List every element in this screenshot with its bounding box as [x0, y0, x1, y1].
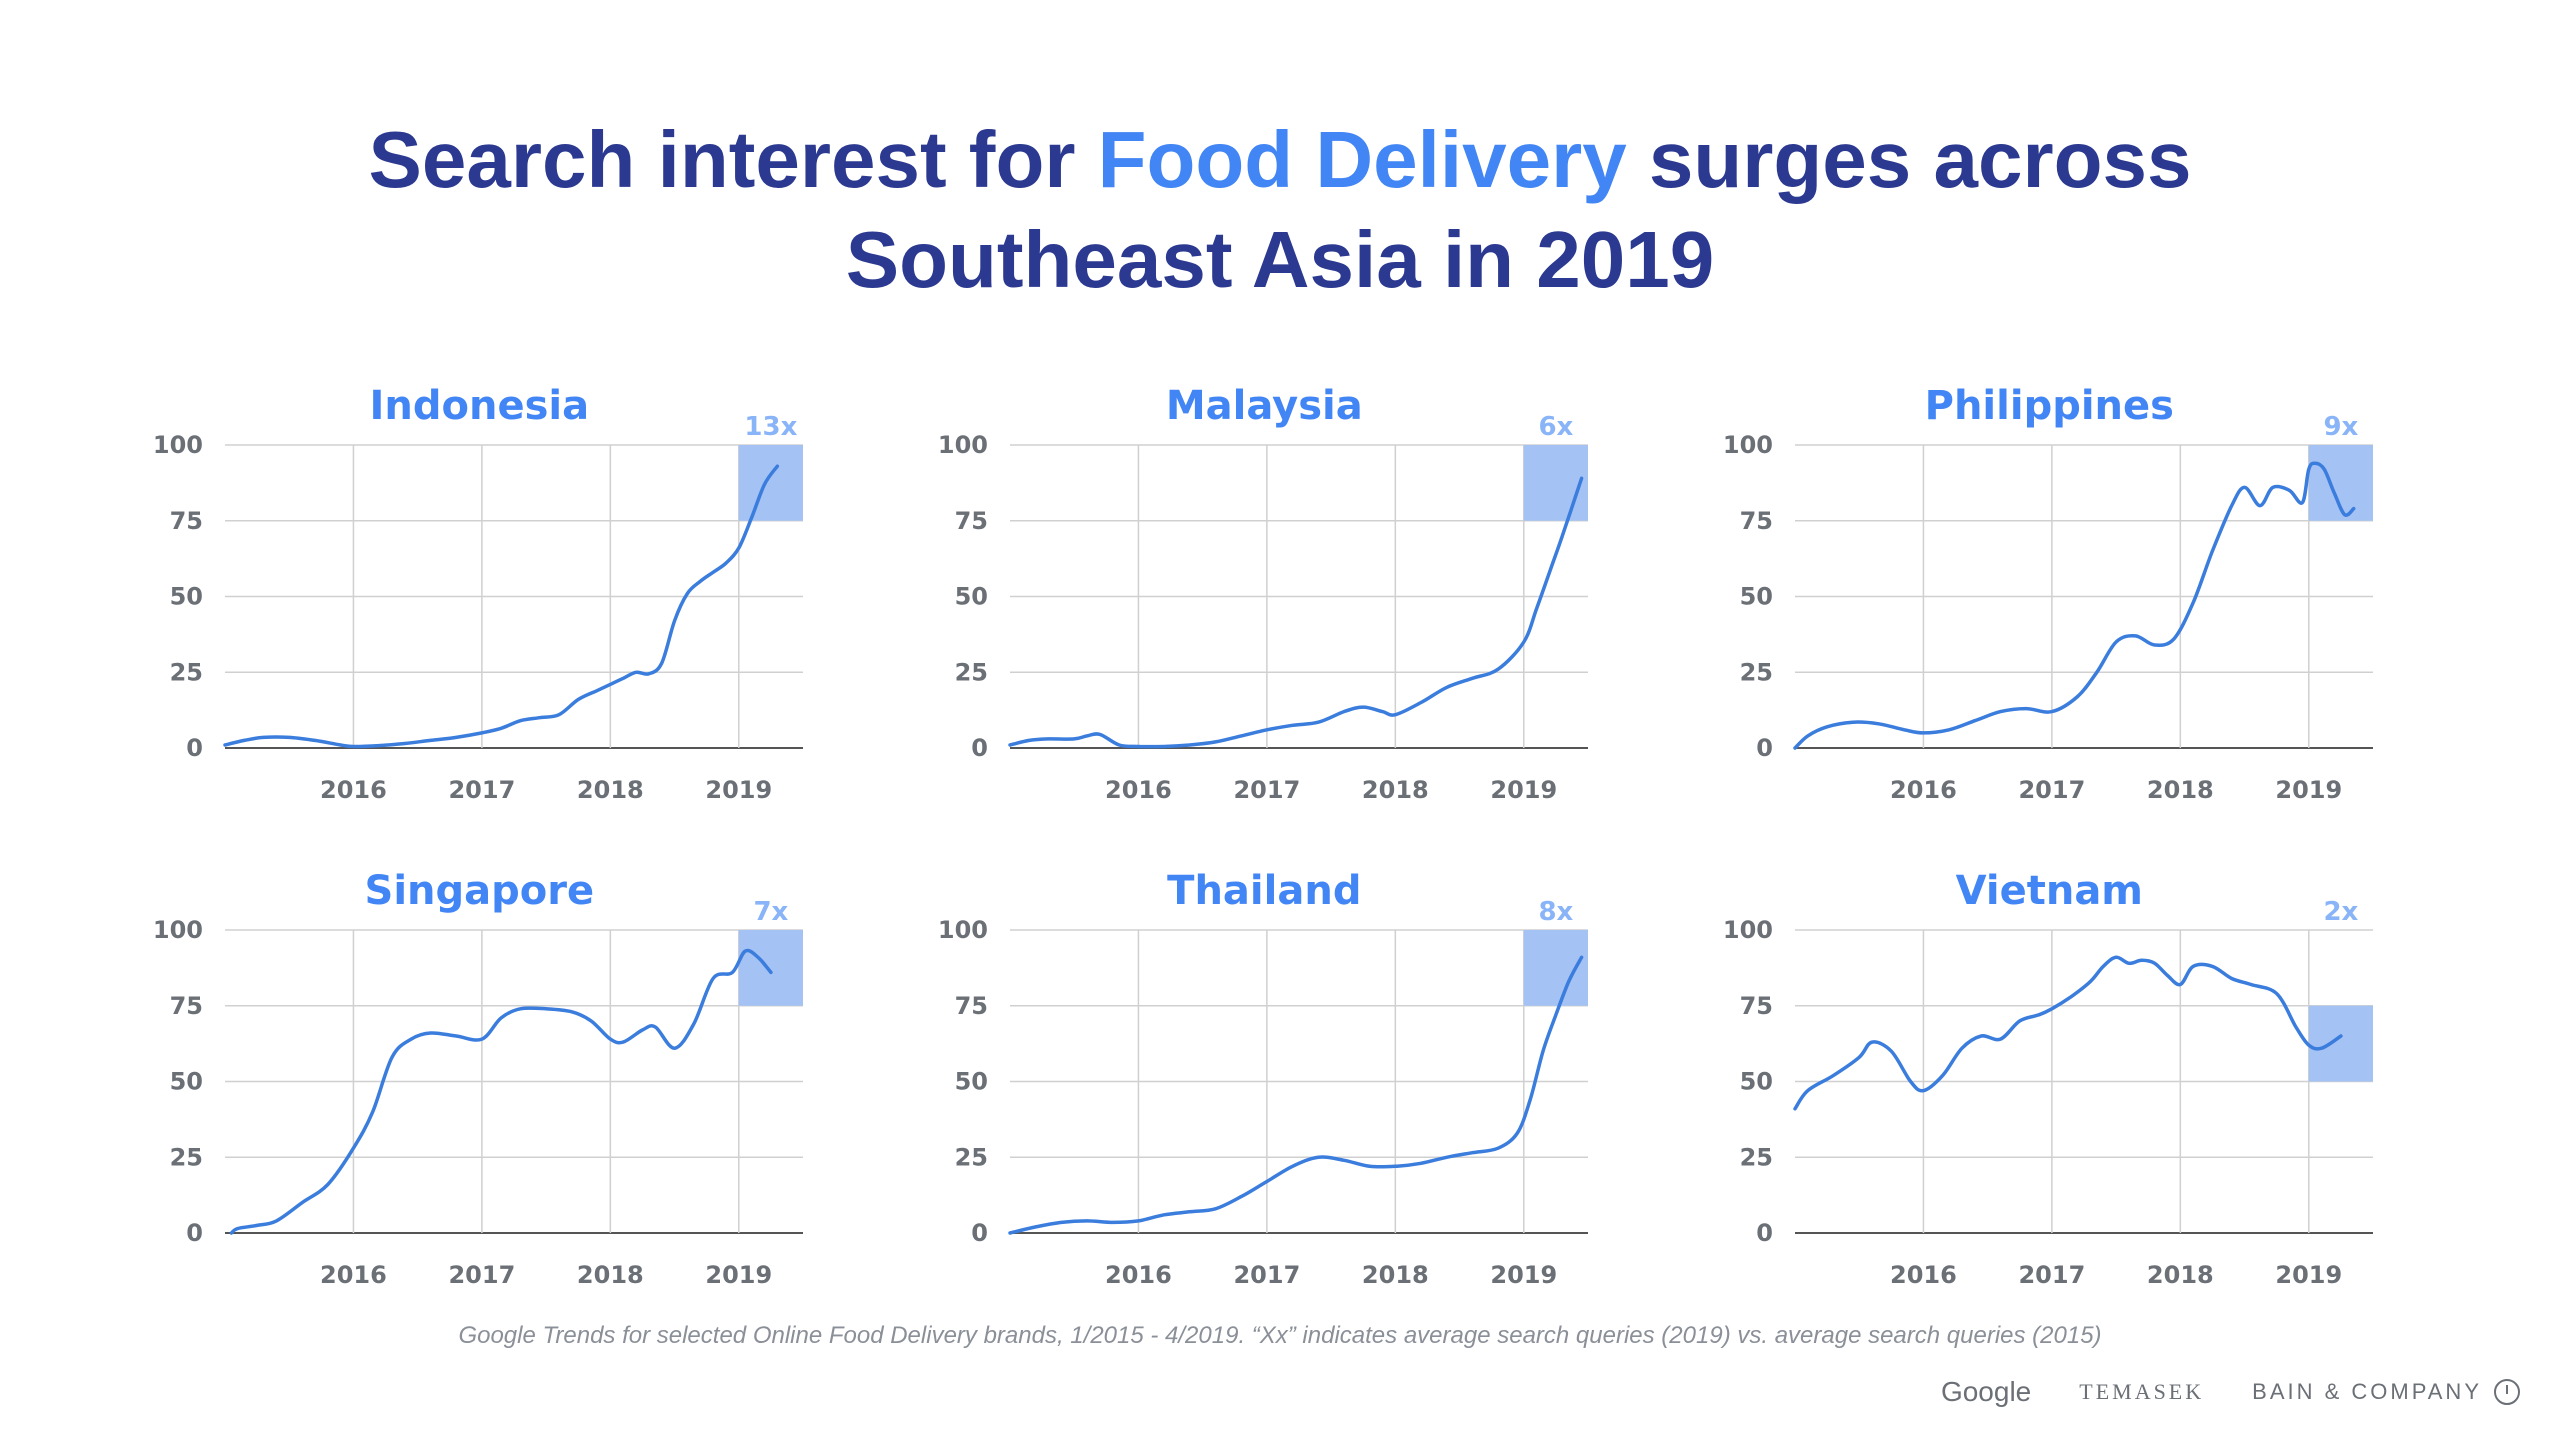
y-tick-label: 0: [1756, 734, 1773, 762]
headline-part-1: Search interest for: [368, 115, 1098, 204]
chart-indonesia: 0 25 50 75 100 2016 2017 2018 2019 Indonesia 13x: [153, 383, 803, 804]
x-tick-label: 2017: [2018, 1261, 2085, 1289]
y-tick-label: 0: [971, 1219, 988, 1247]
multiplier-label: 9x: [2323, 412, 2358, 442]
partner-logos: Google TEMASEK BAIN & COMPANY: [1941, 1372, 2520, 1412]
chart-singapore: 0 25 50 75 100 2016 2017 2018 2019 Singapore 7x: [153, 868, 803, 1289]
headline-highlight: Food Delivery: [1097, 115, 1627, 204]
chart-title: Vietnam: [1956, 868, 2143, 914]
multiplier-label: 13x: [744, 412, 797, 442]
chart-title: Indonesia: [370, 383, 590, 429]
chart-philippines: 0 25 50 75 100 2016 2017 2018 2019 Philippines 9x: [1723, 383, 2373, 804]
y-tick-label: 75: [955, 507, 988, 535]
x-tick-label: 2017: [1233, 1261, 1300, 1289]
x-tick-label: 2016: [320, 776, 387, 804]
x-tick-label: 2019: [705, 1261, 772, 1289]
x-tick-label: 2018: [1362, 776, 1429, 804]
highlight-box: [738, 445, 803, 521]
y-tick-label: 75: [955, 992, 988, 1020]
x-tick-label: 2016: [1890, 1261, 1957, 1289]
series-line: [1793, 461, 2356, 750]
series-line: [229, 948, 773, 1235]
series-line: [1008, 955, 1584, 1235]
y-tick-label: 100: [153, 431, 203, 459]
y-tick-label: 50: [170, 1068, 203, 1096]
y-tick-label: 100: [938, 916, 988, 944]
x-tick-label: 2016: [1105, 776, 1172, 804]
chart-title: Philippines: [1925, 383, 2174, 429]
x-tick-label: 2018: [577, 1261, 644, 1289]
bain-logo: BAIN & COMPANY: [2252, 1379, 2520, 1405]
chart-title: Thailand: [1167, 868, 1361, 914]
highlight-box: [1523, 930, 1588, 1006]
y-tick-label: 50: [955, 583, 988, 611]
multiplier-label: 8x: [1538, 897, 1573, 927]
chart-title: Malaysia: [1166, 383, 1363, 429]
y-tick-label: 50: [1740, 583, 1773, 611]
x-tick-label: 2017: [1233, 776, 1300, 804]
temasek-logo: TEMASEK: [2079, 1379, 2205, 1404]
highlight-box: [738, 930, 803, 1006]
x-tick-label: 2018: [2147, 776, 2214, 804]
y-tick-label: 25: [1740, 1143, 1773, 1171]
google-logo: Google: [1940, 1376, 2032, 1407]
highlight-box: [2308, 1005, 2373, 1082]
x-tick-label: 2019: [1490, 776, 1557, 804]
x-tick-label: 2019: [705, 776, 772, 804]
y-tick-label: 75: [170, 992, 203, 1020]
x-tick-label: 2019: [2275, 1261, 2342, 1289]
headline-part-2: surges across: [1626, 115, 2192, 204]
y-tick-label: 75: [1740, 992, 1773, 1020]
y-tick-label: 50: [955, 1068, 988, 1096]
series-line: [223, 464, 780, 749]
chart-malaysia: 0 25 50 75 100 2016 2017 2018 2019 Malaysia 6x: [938, 383, 1588, 804]
y-tick-label: 0: [971, 734, 988, 762]
y-tick-label: 25: [1740, 658, 1773, 686]
y-tick-label: 75: [1740, 507, 1773, 535]
y-tick-label: 100: [938, 431, 988, 459]
x-tick-label: 2016: [1890, 776, 1957, 804]
chart-title: Singapore: [365, 868, 595, 914]
x-tick-label: 2019: [1490, 1261, 1557, 1289]
y-tick-label: 100: [1723, 916, 1773, 944]
y-tick-label: 100: [153, 916, 203, 944]
y-tick-label: 50: [1740, 1068, 1773, 1096]
chart-vietnam: 0 25 50 75 100 2016 2017 2018 2019 Vietnam 2x: [1723, 868, 2373, 1289]
multiplier-label: 2x: [2323, 897, 2358, 927]
highlight-box: [1523, 445, 1588, 521]
y-tick-label: 25: [170, 1143, 203, 1171]
x-tick-label: 2018: [577, 776, 644, 804]
y-tick-label: 100: [1723, 431, 1773, 459]
headline-line-2: Southeast Asia in 2019: [845, 215, 1715, 304]
y-tick-label: 25: [955, 1143, 988, 1171]
footnote: Google Trends for selected Online Food D…: [458, 1322, 2102, 1349]
x-tick-label: 2018: [1362, 1261, 1429, 1289]
series-line: [1793, 955, 2343, 1111]
y-tick-label: 0: [186, 1219, 203, 1247]
x-tick-label: 2017: [2018, 776, 2085, 804]
x-tick-label: 2017: [448, 1261, 515, 1289]
y-tick-label: 25: [955, 658, 988, 686]
x-tick-label: 2016: [320, 1261, 387, 1289]
x-tick-label: 2016: [1105, 1261, 1172, 1289]
y-tick-label: 0: [186, 734, 203, 762]
headline: Search interest for Food Delivery surges…: [0, 110, 2560, 310]
y-tick-label: 25: [170, 658, 203, 686]
bain-logo-text: BAIN & COMPANY: [2252, 1379, 2482, 1404]
x-tick-label: 2017: [448, 776, 515, 804]
y-tick-label: 75: [170, 507, 203, 535]
x-tick-label: 2019: [2275, 776, 2342, 804]
multiplier-label: 6x: [1538, 412, 1573, 442]
chart-thailand: 0 25 50 75 100 2016 2017 2018 2019 Thailand 8x: [938, 868, 1588, 1289]
series-line: [1008, 476, 1584, 749]
multiplier-label: 7x: [753, 897, 788, 927]
bain-clock-icon: [2494, 1379, 2520, 1405]
x-tick-label: 2018: [2147, 1261, 2214, 1289]
y-tick-label: 50: [170, 583, 203, 611]
headline-line-1: Search interest for Food Delivery surges…: [0, 110, 2560, 210]
y-tick-label: 0: [1756, 1219, 1773, 1247]
